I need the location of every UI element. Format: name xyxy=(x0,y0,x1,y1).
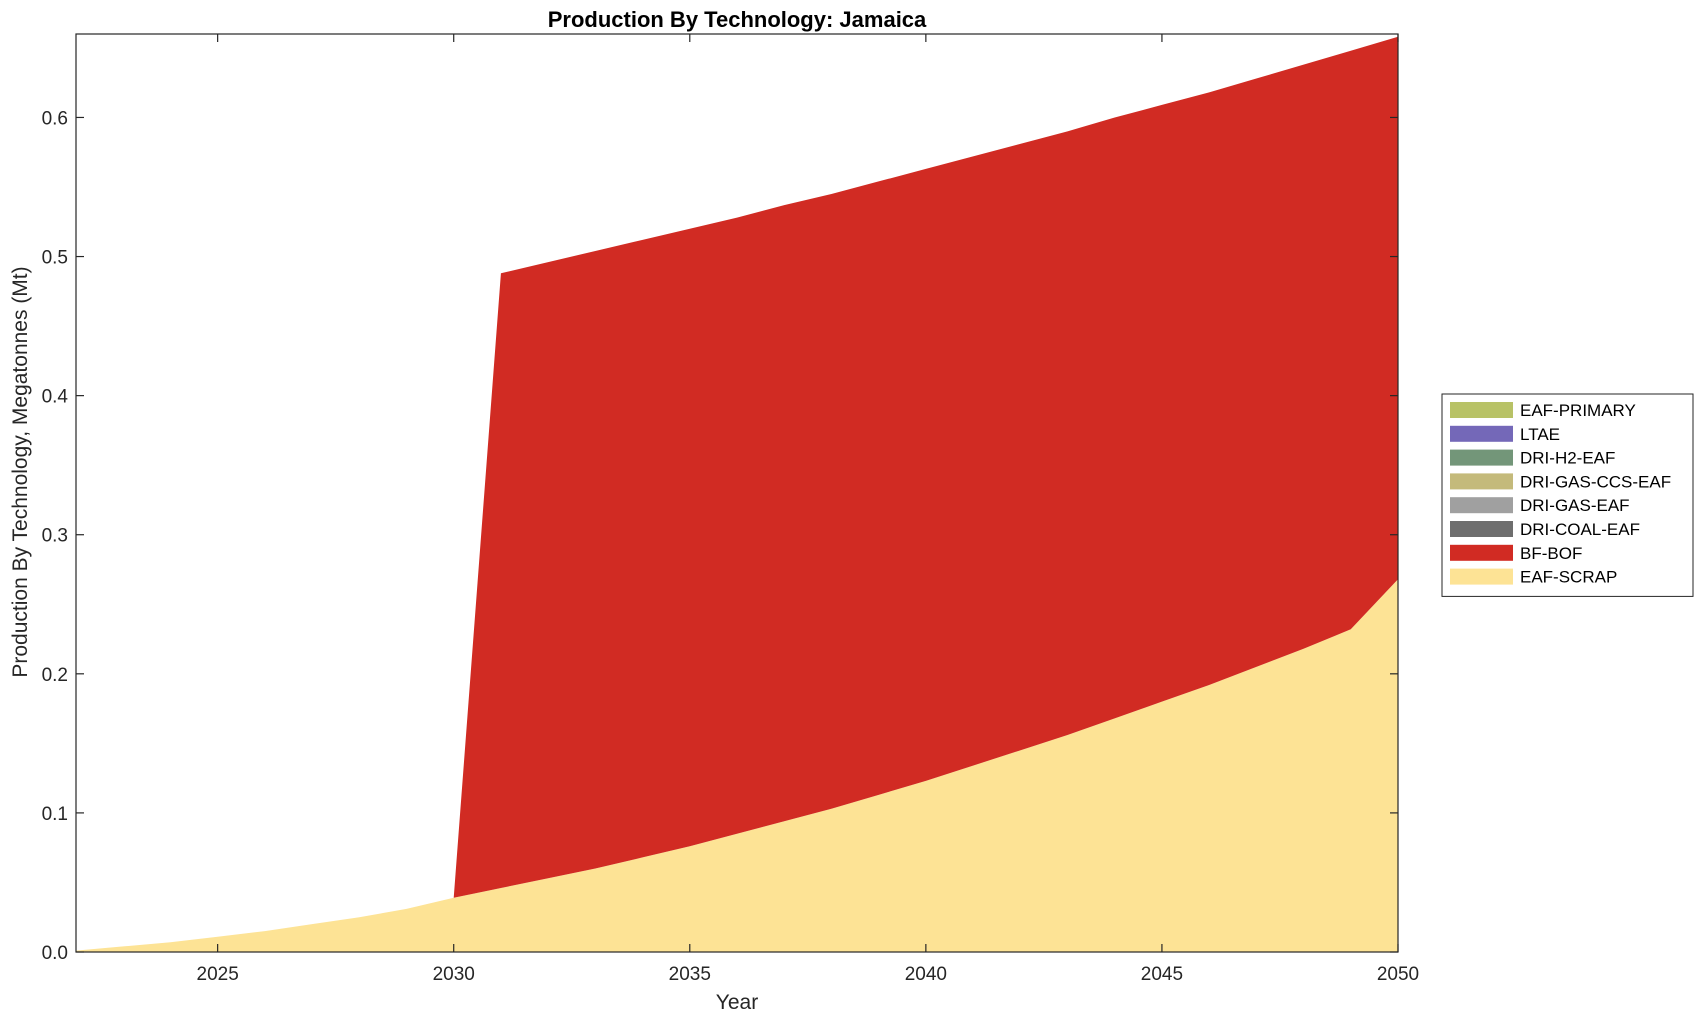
x-tick-label: 2045 xyxy=(1141,964,1183,985)
area-series-layer xyxy=(76,36,1398,952)
axes-frame xyxy=(75,33,1399,953)
legend-label: LTAE xyxy=(1520,425,1560,444)
y-tick-label: 0.2 xyxy=(42,665,68,686)
legend-swatch xyxy=(1450,568,1513,585)
legend-label: DRI-GAS-CCS-EAF xyxy=(1520,472,1671,491)
x-tick-label: 2030 xyxy=(433,964,475,985)
area-bf-bof xyxy=(76,36,1398,951)
y-tick-label: 0.1 xyxy=(42,804,68,825)
legend-swatch xyxy=(1450,425,1513,442)
y-axis-label: Production By Technology, Megatonnes (Mt… xyxy=(9,266,32,677)
legend-label: DRI-H2-EAF xyxy=(1520,449,1615,468)
x-tick-label: 2040 xyxy=(905,964,947,985)
axis-ticks: 2025 2030 2035 2040 2045 2050 0.0 0.1 0.2 0.3 0.4 0… xyxy=(42,34,1419,985)
legend-swatch xyxy=(1450,449,1513,466)
legend-label: BF-BOF xyxy=(1520,544,1582,563)
x-axis-label: Year xyxy=(716,991,758,1014)
legend: EAF-PRIMARY LTAE DRI-H2-EAF DRI-GAS-CCS-EAF… xyxy=(1441,393,1694,597)
y-tick-label: 0.3 xyxy=(42,526,68,547)
legend-label: DRI-COAL-EAF xyxy=(1520,520,1640,539)
y-tick-label: 0.0 xyxy=(42,943,68,964)
legend-swatch xyxy=(1450,497,1513,514)
x-tick-label: 2025 xyxy=(197,964,239,985)
y-tick-label: 0.4 xyxy=(42,387,69,408)
legend-swatch xyxy=(1450,521,1513,537)
legend-label: EAF-PRIMARY xyxy=(1520,401,1636,420)
legend-box xyxy=(1441,393,1694,597)
legend-swatch xyxy=(1450,544,1513,561)
chart-title: Production By Technology: Jamaica xyxy=(548,7,927,32)
x-tick-label: 2035 xyxy=(669,964,711,985)
x-tick-label: 2050 xyxy=(1377,964,1419,985)
legend-swatch xyxy=(1450,473,1513,490)
y-tick-label: 0.5 xyxy=(42,248,68,269)
area-eaf-scrap xyxy=(76,579,1398,952)
legend-label: DRI-GAS-EAF xyxy=(1520,496,1630,515)
legend-label: EAF-SCRAP xyxy=(1520,568,1617,587)
legend-swatch xyxy=(1450,402,1513,418)
y-tick-label: 0.6 xyxy=(42,108,68,129)
